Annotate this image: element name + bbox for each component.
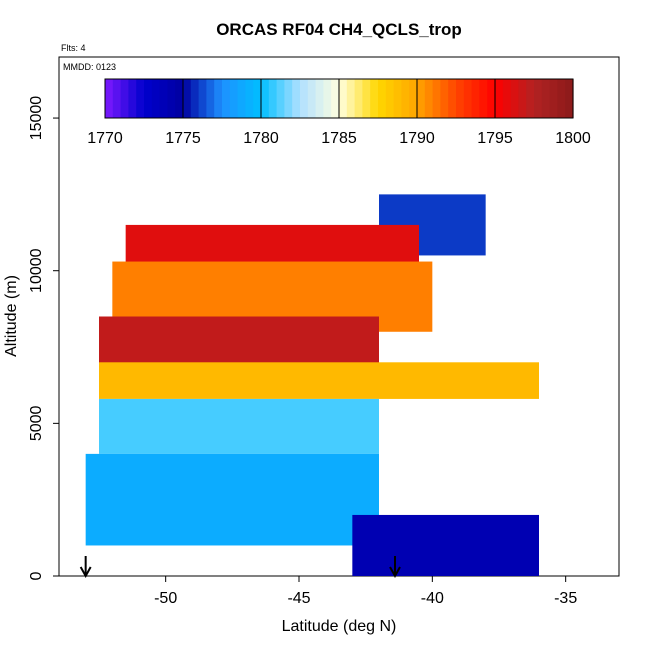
y-tick-label: 15000 xyxy=(28,96,45,141)
colorbar-swatch xyxy=(151,79,161,118)
heatmap-cell xyxy=(352,514,539,576)
colorbar-swatch xyxy=(502,79,512,118)
colorbar-swatch xyxy=(253,79,262,118)
colorbar-swatch xyxy=(229,79,239,118)
colorbar-swatch xyxy=(432,79,441,118)
colorbar-swatch xyxy=(409,79,418,118)
colorbar-tick-label: 1790 xyxy=(399,130,435,147)
y-axis-label: Altitude (m) xyxy=(3,275,20,357)
colorbar-swatch xyxy=(292,79,301,118)
colorbar-swatch xyxy=(424,79,434,118)
heatmap-cell xyxy=(99,362,539,399)
colorbar-swatch xyxy=(463,79,473,118)
colorbar-swatch xyxy=(120,79,129,118)
colorbar-swatch xyxy=(534,79,543,118)
colorbar-swatch xyxy=(385,79,395,118)
colorbar-swatch xyxy=(190,79,200,118)
colorbar-swatch xyxy=(495,79,504,118)
colorbar-swatch xyxy=(167,79,176,118)
colorbar: 1770 1775 1780 1785 1790 1795 1800 xyxy=(87,78,591,147)
colorbar-swatch xyxy=(268,79,278,118)
colorbar-swatch xyxy=(479,79,488,118)
colorbar-swatch xyxy=(183,79,192,118)
flight-marker-head xyxy=(79,566,92,579)
colorbar-tick-label: 1770 xyxy=(87,130,123,147)
colorbar-swatch xyxy=(237,79,246,118)
y-tick-label: 0 xyxy=(28,571,45,580)
x-axis-label: Latitude (deg N) xyxy=(282,618,397,635)
colorbar-swatch xyxy=(448,79,457,118)
colorbar-swatch xyxy=(440,79,449,118)
colorbar-swatch xyxy=(323,79,332,118)
colorbar-swatch xyxy=(315,79,324,118)
colorbar-tick-label: 1785 xyxy=(321,130,357,147)
colorbar-swatch xyxy=(339,79,348,118)
colorbar-tick-label: 1780 xyxy=(243,130,279,147)
colorbar-swatch xyxy=(565,79,574,118)
colorbar-swatch xyxy=(393,79,402,118)
colorbar-swatch xyxy=(261,79,270,118)
colorbar-tick-label: 1800 xyxy=(555,130,591,147)
x-tick-label: -50 xyxy=(154,590,177,607)
colorbar-swatch xyxy=(245,79,254,118)
colorbar-swatch xyxy=(144,79,153,118)
colorbar-swatch xyxy=(510,79,519,118)
colorbar-swatch xyxy=(307,79,317,118)
colorbar-swatch xyxy=(362,79,371,118)
colorbar-swatch xyxy=(354,79,363,118)
colorbar-swatch xyxy=(284,79,293,118)
date-label: MMDD: 0123 xyxy=(63,62,116,72)
colorbar-swatch xyxy=(136,79,145,118)
colorbar-swatch xyxy=(300,79,309,118)
colorbar-tick-label: 1775 xyxy=(165,130,201,147)
heatmap xyxy=(85,194,539,576)
colorbar-swatch xyxy=(526,79,535,118)
colorbar-swatch xyxy=(471,79,480,118)
colorbar-swatch xyxy=(401,79,410,118)
flights-label: Flts: 4 xyxy=(61,43,86,53)
colorbar-swatch xyxy=(206,79,215,118)
colorbar-swatch xyxy=(112,79,122,118)
x-tick-label: -40 xyxy=(421,590,444,607)
y-tick-label: 10000 xyxy=(28,248,45,293)
y-axis: 0 5000 10000 15000 xyxy=(28,96,59,580)
x-axis: -50 -45 -40 -35 xyxy=(154,576,577,607)
heatmap-cell xyxy=(99,398,379,454)
colorbar-swatch xyxy=(198,79,207,118)
colorbar-swatch xyxy=(549,79,558,118)
flight-markers xyxy=(79,556,401,579)
flight-marker-head xyxy=(389,566,401,579)
colorbar-swatch xyxy=(128,79,137,118)
colorbar-tick-label: 1795 xyxy=(477,130,513,147)
colorbar-swatch xyxy=(557,79,566,118)
colorbar-swatch xyxy=(346,79,356,118)
heatmap-cell xyxy=(85,453,380,546)
colorbar-swatch xyxy=(370,79,379,118)
x-tick-label: -35 xyxy=(554,590,577,607)
colorbar-swatch xyxy=(159,79,168,118)
colorbar-swatch xyxy=(417,79,426,118)
heatmap-cell xyxy=(99,316,379,369)
colorbar-swatch xyxy=(331,79,340,118)
colorbar-swatch xyxy=(105,79,114,118)
colorbar-swatch xyxy=(487,79,496,118)
x-tick-label: -45 xyxy=(287,590,310,607)
colorbar-swatch xyxy=(541,79,551,118)
colorbar-swatch xyxy=(276,79,285,118)
chart-title: ORCAS RF04 CH4_QCLS_trop xyxy=(216,20,462,39)
colorbar-swatch xyxy=(456,79,465,118)
colorbar-swatch xyxy=(175,79,184,118)
colorbar-swatch xyxy=(214,79,223,118)
y-tick-label: 5000 xyxy=(28,405,45,441)
colorbar-swatch xyxy=(222,79,231,118)
colorbar-swatch xyxy=(378,79,387,118)
plot-frame xyxy=(58,56,620,577)
colorbar-swatch xyxy=(518,79,527,118)
